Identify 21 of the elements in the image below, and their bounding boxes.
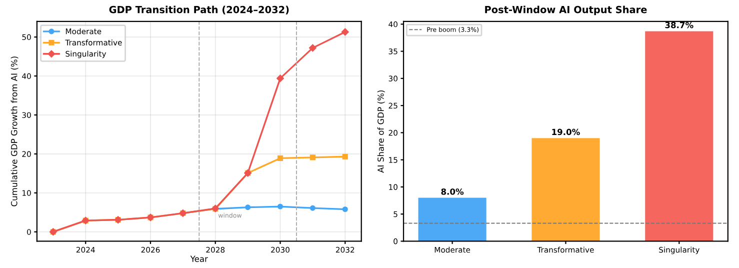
point [276,74,284,82]
bar [645,31,714,242]
bar [532,138,600,242]
data-label: 8.0% [441,188,464,195]
point [310,205,316,211]
data-label: 19.0% [552,128,580,136]
y-axis-title: AI Share of GDP (%) [377,90,385,173]
chart-title: Post-Window AI Output Share [485,6,647,16]
y-axis-title: Cumulative GDP Growth from AI (%) [10,56,18,206]
point [277,155,284,161]
point [342,206,348,212]
point [309,44,316,52]
point [277,204,284,210]
bar [418,198,486,242]
chart-title: GDP Transition Path (2024–2032) [109,6,289,14]
x-axis-title: Year [190,256,208,262]
point [310,154,316,160]
point [342,154,348,160]
point [245,204,251,210]
data-label: 38.7% [665,22,694,28]
point [341,28,349,36]
